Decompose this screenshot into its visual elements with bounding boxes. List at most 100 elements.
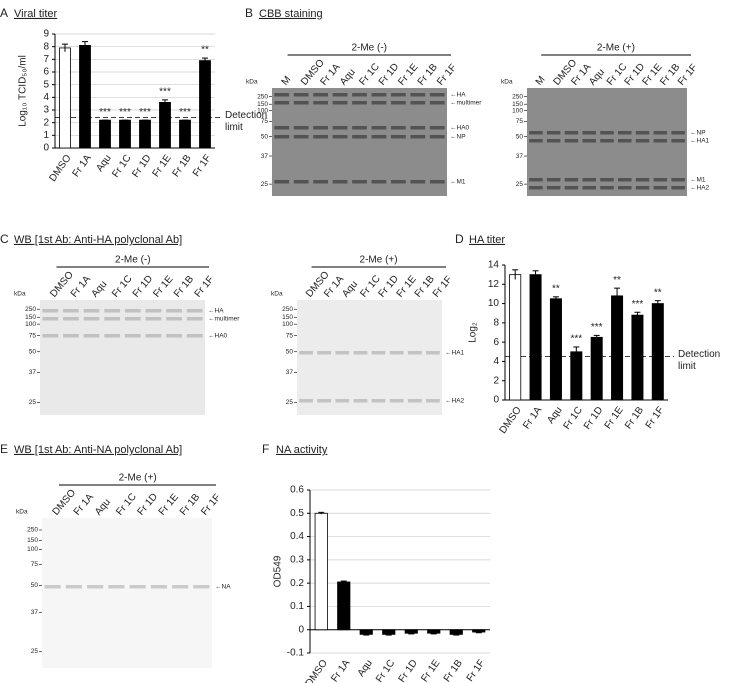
bar	[549, 298, 562, 401]
gel-band	[293, 180, 309, 184]
gel-band	[166, 309, 182, 313]
lane-label: M	[534, 74, 548, 87]
y-tick-label: 0.4	[290, 531, 304, 542]
x-tick-label: Fr 1D	[582, 405, 605, 432]
gel-band	[44, 585, 61, 589]
y-tick-label: 4	[493, 356, 499, 367]
gel-band	[317, 351, 332, 355]
condition-label: 2-Me (-)	[351, 43, 387, 54]
lane-label: Fr 1E	[151, 274, 175, 300]
x-tick-label: Fr 1C	[374, 658, 397, 683]
significance: ***	[179, 107, 191, 118]
gel-band	[104, 317, 121, 321]
marker-label: 75	[31, 561, 39, 568]
x-tick-label: Fr 1D	[397, 658, 420, 683]
band-label: ←M1	[450, 179, 466, 186]
gel-band	[193, 585, 210, 589]
marker-label: 150	[512, 101, 523, 108]
gel-band	[317, 399, 332, 403]
gel-band	[582, 186, 596, 190]
gel-band	[42, 317, 59, 321]
gel-band	[172, 585, 189, 589]
x-tick-label: Fr 1C	[110, 153, 133, 180]
y-tick-label: 10	[488, 298, 500, 309]
marker-label: 100	[25, 321, 36, 328]
gel-band	[124, 309, 141, 313]
marker-label: 100	[27, 546, 38, 553]
marker-label: 100	[512, 107, 523, 114]
lane-label: Fr 1B	[172, 274, 196, 300]
gel-band	[293, 101, 309, 105]
gel-band	[671, 186, 685, 190]
gel-band	[332, 93, 348, 97]
x-tick-label: Fr 1A	[71, 153, 94, 180]
lane-label: Fr 1D	[131, 273, 155, 299]
gel-band	[546, 131, 561, 135]
significance: ***	[119, 107, 131, 118]
marker-label: 37	[29, 369, 37, 376]
gel-band	[332, 126, 348, 130]
gel-band	[352, 180, 367, 184]
gel-image	[40, 300, 205, 415]
detection-label: Detection	[678, 349, 720, 360]
lane-label: Fr 1D	[377, 61, 401, 87]
band-label: ←HA0	[208, 333, 228, 340]
band-label: ←M1	[690, 177, 706, 184]
lane-label: Fr 1E	[396, 62, 420, 88]
gel-image	[42, 518, 212, 668]
gel-image	[272, 88, 447, 196]
x-tick-label: Fr 1E	[419, 658, 442, 683]
unit-label: kDa	[271, 291, 283, 298]
gel-band	[429, 93, 445, 97]
gel-band	[635, 131, 650, 135]
gel-band	[299, 399, 313, 403]
gel-band	[352, 135, 367, 139]
gel-band	[299, 351, 313, 355]
gel-band	[391, 93, 406, 97]
gel-band	[124, 334, 141, 338]
gel-band	[186, 309, 203, 313]
gel-band	[635, 186, 650, 190]
gel-band	[83, 309, 100, 313]
panel-letter: E	[0, 442, 8, 456]
y-axis-label: Log₂	[468, 322, 479, 343]
panel-letter: C	[0, 232, 9, 246]
gel-band	[145, 309, 162, 313]
lane-label: Fr 1D	[136, 491, 160, 517]
gel-band	[600, 139, 614, 143]
gel-band	[332, 135, 348, 139]
y-tick-label: 0	[298, 624, 304, 635]
band-label: ←multimer	[208, 316, 240, 323]
gel-band	[582, 139, 596, 143]
lane-label: Fr 1E	[157, 492, 181, 518]
gel-band	[87, 585, 104, 589]
y-tick-label: 0.5	[290, 508, 304, 519]
marker-label: 150	[27, 537, 38, 544]
bar	[570, 351, 583, 401]
gel-band	[108, 585, 125, 589]
gel-band	[410, 180, 426, 184]
y-tick-label: 3	[43, 105, 49, 116]
y-tick-label: 7	[43, 54, 49, 65]
x-tick-label: Aqu	[545, 405, 564, 426]
gel-band	[389, 399, 404, 403]
y-tick-label: 0	[493, 395, 499, 406]
gel-band	[600, 131, 614, 135]
bar	[179, 119, 191, 149]
marker-label: 75	[286, 332, 294, 339]
marker-label: 37	[261, 153, 269, 160]
y-tick-label: 6	[493, 337, 499, 348]
gel-band	[410, 93, 426, 97]
gel-band	[371, 101, 387, 105]
bar	[337, 581, 351, 631]
gel-band	[313, 180, 328, 184]
bar	[611, 295, 624, 401]
bar	[199, 60, 211, 149]
bar	[159, 102, 171, 149]
band-label: ←multimer	[450, 100, 482, 107]
gel-band	[353, 399, 368, 403]
condition-label: 2-Me (+)	[597, 43, 635, 54]
gel-band	[274, 135, 290, 139]
y-tick-label: 6	[43, 67, 49, 78]
gel-band	[186, 317, 203, 321]
